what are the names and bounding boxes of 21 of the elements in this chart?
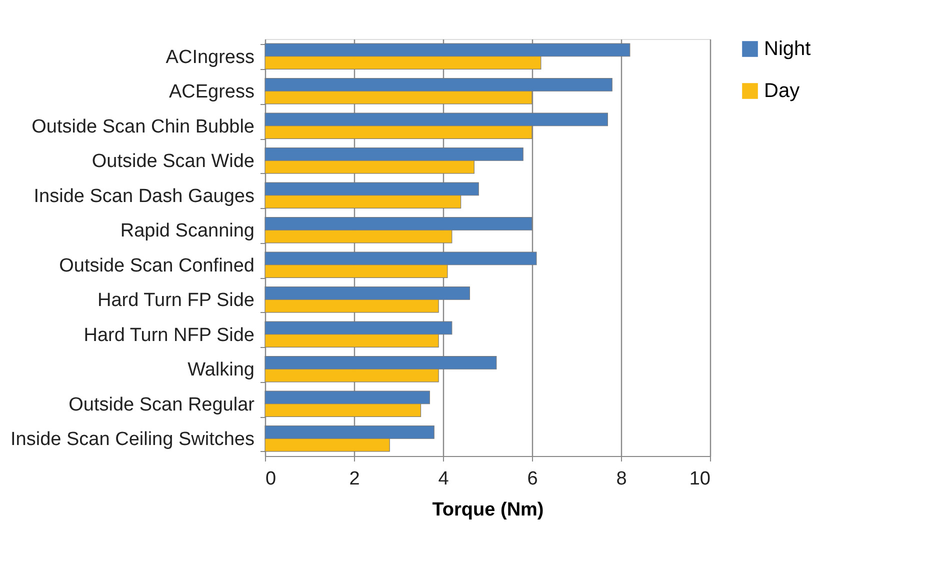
y-tick-label: ACIngress	[166, 46, 254, 68]
x-tick-label: 6	[527, 468, 538, 490]
y-tick-label: Hard Turn NFP Side	[84, 324, 254, 346]
y-tick-label: Inside Scan Dash Gauges	[34, 186, 254, 207]
y-tick-label: Rapid Scanning	[120, 220, 254, 242]
x-tick-label: 4	[438, 468, 450, 490]
legend-label: Day	[764, 80, 800, 102]
y-tick-label: ACEgress	[168, 82, 254, 103]
y-tick-label: Outside Scan Wide	[92, 151, 254, 172]
x-tick-label: 8	[616, 468, 627, 490]
x-tick-label: 2	[349, 468, 360, 490]
y-tick-label: Inside Scan Ceiling Switches	[10, 429, 254, 450]
legend-label: Night	[764, 38, 812, 60]
x-axis-title: Torque (Nm)	[432, 500, 544, 520]
y-tick-label: Outside Scan Chin Bubble	[32, 116, 254, 138]
y-tick-label: Outside Scan Confined	[59, 255, 254, 276]
x-tick-label: 10	[689, 468, 710, 490]
y-tick-label: Hard Turn FP Side	[97, 290, 254, 312]
x-tick-label: 0	[266, 468, 276, 490]
y-tick-label: Outside Scan Regular	[68, 394, 256, 416]
y-tick-label: Walking	[188, 360, 254, 381]
